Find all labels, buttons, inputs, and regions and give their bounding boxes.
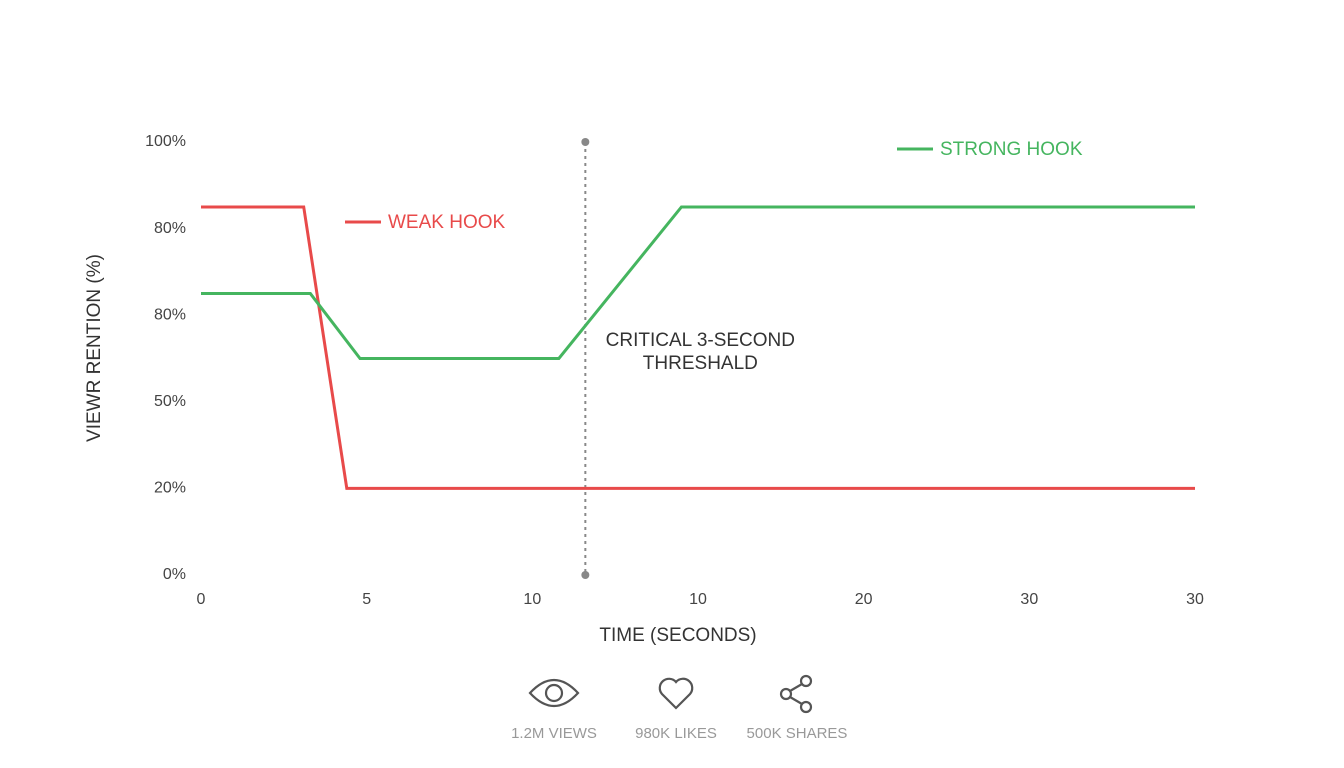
shares-icon: [779, 674, 813, 714]
x-tick-label: 0: [197, 591, 206, 608]
x-axis-title: TIME (SECONDS): [599, 625, 756, 646]
x-tick-label: 20: [855, 591, 873, 608]
x-tick-label: 30: [1186, 591, 1204, 608]
stat-label: 500K SHARES: [747, 725, 848, 742]
threshold-label: THRESHALD: [643, 353, 758, 374]
stat-label: 980K LIKES: [635, 725, 717, 742]
series-line: [201, 205, 1195, 360]
legend-label: WEAK HOOK: [388, 212, 506, 233]
y-axis-title: VIEWR RENTION (%): [84, 254, 105, 442]
y-tick-label: 80%: [154, 306, 186, 323]
stat-label: 1.2M VIEWS: [511, 725, 597, 742]
x-tick-label: 10: [689, 591, 707, 608]
y-tick-label: 20%: [154, 480, 186, 497]
threshold-end: [581, 138, 590, 146]
x-tick-label: 10: [523, 591, 541, 608]
threshold-end: [581, 571, 590, 579]
y-tick-label: 0%: [163, 566, 186, 583]
y-tick-label: 100%: [145, 133, 186, 150]
legend-label: STRONG HOOK: [940, 139, 1083, 160]
threshold-label: CRITICAL 3-SECOND: [606, 330, 795, 351]
views-icon: [528, 678, 580, 708]
x-tick-label: 30: [1020, 591, 1038, 608]
series-line: [201, 205, 1195, 490]
y-tick-label: 50%: [154, 393, 186, 410]
y-tick-label: 80%: [154, 220, 186, 237]
likes-icon: [658, 677, 694, 710]
x-tick-label: 5: [362, 591, 371, 608]
